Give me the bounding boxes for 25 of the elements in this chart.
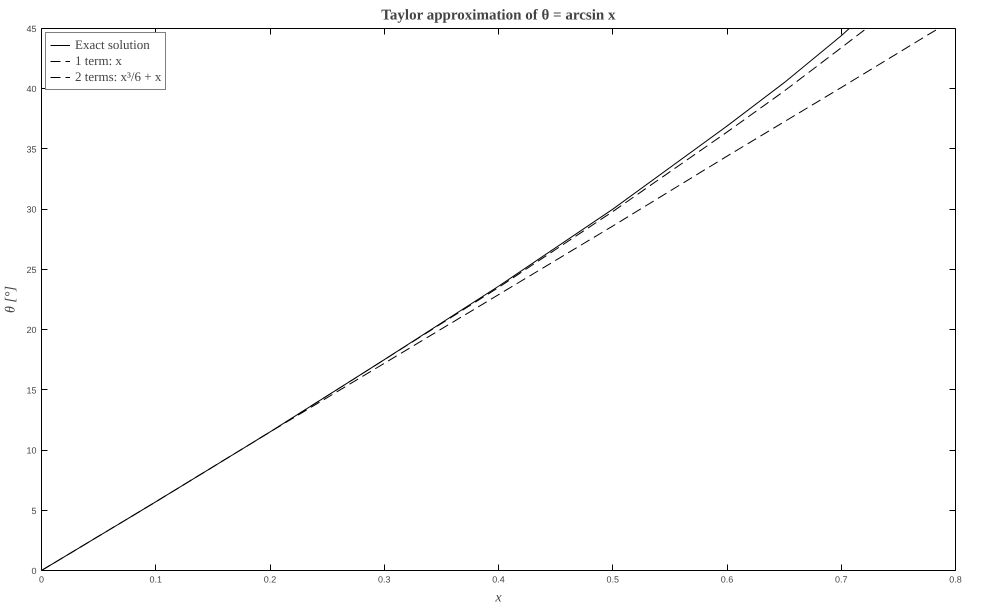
y-tick-label: 5 bbox=[31, 506, 37, 516]
y-tick-label: 30 bbox=[26, 204, 37, 215]
y-tick-label: 10 bbox=[26, 446, 37, 456]
legend-label: 1 term: x bbox=[75, 53, 122, 69]
legend-label: 2 terms: x³/6 + x bbox=[75, 69, 162, 85]
x-tick-label: 0 bbox=[38, 574, 44, 584]
chart-title: Taylor approximation of θ = arcsin x bbox=[381, 8, 616, 24]
y-tick-label: 25 bbox=[26, 264, 37, 275]
legend-label: Exact solution bbox=[75, 37, 150, 53]
y-tick-label: 40 bbox=[26, 84, 37, 94]
x-tick-label: 0.1 bbox=[149, 574, 162, 584]
y-tick-label: 35 bbox=[26, 144, 37, 154]
y-tick-label: 20 bbox=[26, 325, 37, 336]
x-tick-label: 0.2 bbox=[264, 574, 276, 584]
x-tick-label: 0.5 bbox=[606, 574, 620, 584]
y-tick-label: 15 bbox=[26, 385, 37, 396]
x-tick-label: 0.7 bbox=[834, 574, 848, 584]
x-tick-label: 0.4 bbox=[492, 574, 505, 584]
y-axis-title: θ [°] bbox=[3, 286, 18, 313]
x-tick-label: 0.8 bbox=[949, 574, 962, 584]
x-axis-title: x bbox=[494, 590, 502, 606]
x-tick-label: 0.3 bbox=[378, 574, 391, 584]
y-tick-label: 45 bbox=[26, 24, 37, 34]
x-tick-label: 0.6 bbox=[720, 574, 734, 584]
y-tick-label: 0 bbox=[31, 566, 37, 576]
